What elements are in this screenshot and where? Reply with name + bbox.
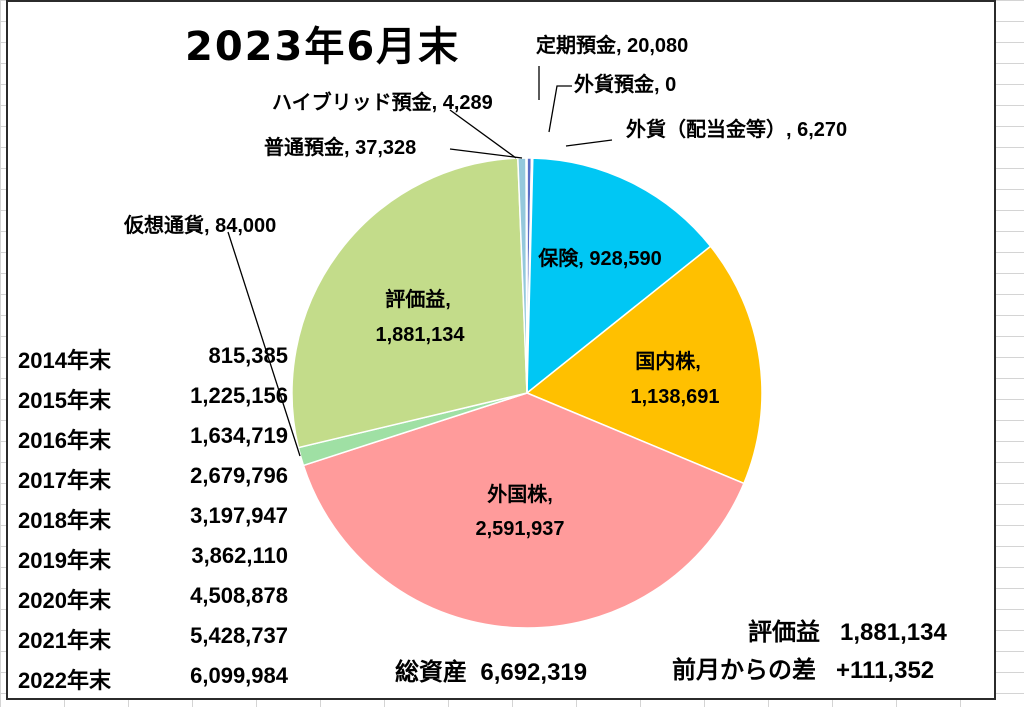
history-value: 6,099,984 [190, 663, 288, 688]
slice-label: 保険, 928,590 [537, 247, 661, 270]
pie-slice [291, 157, 528, 449]
history-year: 2019年末 [18, 548, 111, 573]
history-year: 2022年末 [18, 668, 111, 693]
leader-line [449, 148, 523, 159]
valuation-gain-label: 評価益 [748, 619, 820, 646]
monthly-difference-label: 前月からの差 [672, 657, 816, 684]
history-year: 2014年末 [18, 348, 111, 373]
history-row: 2021年末 5,428,737 [18, 623, 288, 663]
history-year: 2016年末 [18, 428, 111, 453]
slice-label: 定期預金, 20,080 [536, 33, 688, 57]
leader-line [449, 109, 517, 159]
total-assets-value: 6,692,319 [480, 659, 588, 686]
history-row: 2019年末 3,862,110 [18, 543, 288, 583]
slice-label: 外国株, [487, 482, 553, 506]
history-row: 2014年末 815,385 [18, 343, 288, 383]
history-row: 2018年末 3,197,947 [18, 503, 288, 543]
pie-slice [525, 157, 528, 394]
slice-label: 外貨預金, 0 [574, 72, 676, 96]
monthly-difference-value: +111,352 [836, 657, 935, 684]
leader-line [565, 139, 613, 147]
slice-label: 1,881,134 [376, 324, 466, 346]
history-value: 1,225,156 [190, 383, 288, 408]
pie-slice [526, 157, 712, 395]
valuation-gain: 評価益 1,881,134 [748, 612, 947, 647]
monthly-difference: 前月からの差 +111,352 [672, 650, 934, 685]
slice-label: 国内株, [635, 349, 701, 373]
slice-label: 2,591,937 [476, 518, 565, 540]
history-value: 3,197,947 [190, 503, 288, 528]
history-row: 2017年末 2,679,796 [18, 463, 288, 503]
history-value: 815,385 [208, 343, 288, 368]
slice-label: 仮想通貨, 84,000 [123, 213, 276, 237]
history-value: 4,508,878 [190, 583, 288, 608]
total-assets-label: 総資産 [395, 659, 467, 686]
slice-label: ハイブリッド預金, 4,289 [272, 90, 493, 114]
history-value: 5,428,737 [190, 623, 288, 648]
slice-label: 評価益, [385, 287, 451, 311]
leader-line [548, 85, 572, 133]
history-value: 2,679,796 [190, 463, 288, 488]
history-year: 2017年末 [18, 468, 111, 493]
total-assets: 総資産 6,692,319 [395, 652, 587, 687]
pie-slice [525, 245, 763, 485]
valuation-gain-value: 1,881,134 [840, 619, 947, 646]
history-year: 2018年末 [18, 508, 111, 533]
leader-line [227, 231, 301, 457]
history-row: 2015年末 1,225,156 [18, 383, 288, 423]
history-year: 2021年末 [18, 628, 111, 653]
history-year: 2015年末 [18, 388, 111, 413]
chart-title: 2023年6月末 [185, 24, 461, 70]
history-value: 3,862,110 [191, 543, 288, 568]
slice-label: 外貨（配当金等）, 6,270 [626, 117, 847, 141]
history-row: 2016年末 1,634,719 [18, 423, 288, 463]
history-year: 2020年末 [18, 588, 111, 613]
pie-slice [302, 392, 745, 629]
slice-label: 普通預金, 37,328 [264, 135, 416, 159]
history-row: 2022年末 6,099,984 [18, 663, 288, 703]
history-row: 2020年末 4,508,878 [18, 583, 288, 623]
slice-label: 1,138,691 [631, 386, 720, 408]
history-value: 1,634,719 [190, 423, 288, 448]
